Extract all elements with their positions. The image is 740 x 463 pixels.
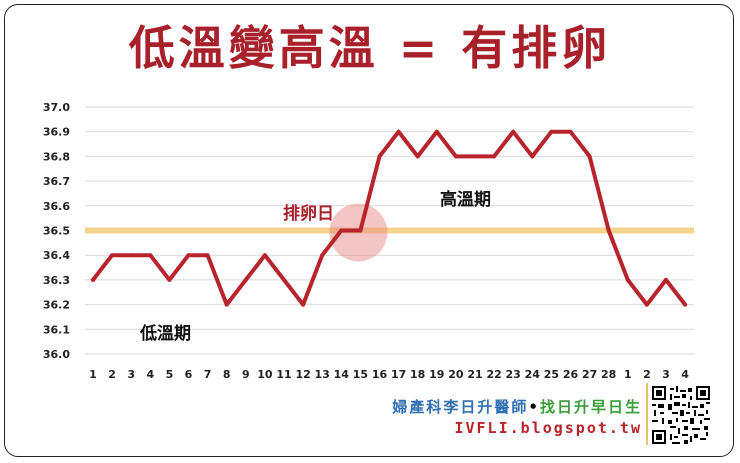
credit-slogan: 找日升早日生	[539, 398, 642, 416]
data-point	[606, 228, 611, 233]
x-tick-label: 11	[276, 368, 291, 381]
x-tick-label: 4	[681, 368, 689, 381]
y-tick-label: 36.0	[43, 348, 70, 361]
x-tick-label: 13	[315, 368, 330, 381]
data-point	[511, 129, 516, 134]
x-tick-labels: 1 2 3 4 5 6 7 8 9 10 11 12 13 14 15 16 17 18 19 20 21 22 23 24 2…	[89, 368, 689, 381]
data-point	[224, 302, 229, 307]
data-point	[262, 253, 267, 258]
data-point	[664, 277, 668, 282]
data-point	[339, 228, 344, 233]
data-point	[549, 129, 554, 134]
x-tick-label: 19	[429, 368, 444, 381]
data-point	[129, 253, 134, 258]
data-point	[301, 302, 306, 307]
doctor-credit: 婦產科李日升醫師•找日升早日生	[392, 396, 642, 417]
data-point	[358, 228, 363, 233]
data-point	[205, 253, 210, 258]
x-tick-label: 23	[506, 368, 521, 381]
x-tick-label: 9	[242, 368, 250, 381]
data-point	[568, 129, 573, 134]
data-point	[377, 154, 382, 159]
high-phase-label: 高溫期	[440, 189, 491, 210]
data-point	[492, 154, 497, 159]
x-tick-label: 7	[204, 368, 212, 381]
x-tick-label: 16	[372, 368, 388, 381]
x-tick-label: 8	[223, 368, 231, 381]
x-tick-label: 26	[563, 368, 579, 381]
data-point	[434, 129, 439, 134]
y-tick-label: 36.9	[43, 126, 70, 139]
y-tick-label: 36.6	[43, 200, 70, 213]
x-tick-label: 4	[146, 368, 154, 381]
data-point	[530, 154, 535, 159]
data-point	[110, 253, 115, 258]
data-point	[396, 129, 401, 134]
y-tick-label: 36.5	[43, 225, 70, 238]
data-point	[683, 302, 688, 307]
x-tick-label: 1	[89, 368, 97, 381]
x-tick-label: 27	[582, 368, 597, 381]
annotation-labels: 排卵日 高溫期 低溫期	[139, 189, 491, 344]
y-tick-label: 36.8	[43, 150, 70, 163]
x-tick-label: 20	[448, 368, 464, 381]
data-point	[186, 253, 191, 258]
y-tick-label: 36.7	[43, 175, 70, 188]
data-point	[243, 277, 248, 282]
data-point	[415, 154, 420, 159]
credit-divider	[646, 383, 648, 445]
x-tick-label: 25	[544, 368, 559, 381]
x-tick-label: 28	[601, 368, 616, 381]
qr-code-icon[interactable]	[652, 386, 710, 444]
x-tick-label: 12	[295, 368, 310, 381]
chart-title: 低溫變高溫 = 有排卵	[128, 21, 612, 75]
x-tick-label: 6	[185, 368, 193, 381]
data-point	[644, 302, 649, 307]
data-point	[91, 277, 95, 282]
data-point	[473, 154, 477, 159]
data-point	[587, 154, 592, 159]
y-tick-labels: 36.0 36.1 36.2 36.3 36.4 36.5 36.6 36.7 36.8 36.9…	[43, 101, 70, 361]
data-point	[148, 253, 153, 258]
x-tick-label: 18	[410, 368, 425, 381]
card-frame	[4, 4, 734, 457]
x-tick-label: 5	[166, 368, 174, 381]
y-tick-label: 36.3	[43, 274, 70, 287]
y-tick-label: 36.2	[43, 299, 70, 312]
blog-url[interactable]: IVFLI.blogspot.tw	[454, 419, 642, 437]
data-point	[625, 277, 630, 282]
credit-doctor-name: 婦產科李日升醫師	[392, 398, 529, 416]
y-tick-label: 36.4	[43, 249, 70, 262]
x-tick-label: 22	[486, 368, 501, 381]
low-phase-label: 低溫期	[139, 323, 191, 344]
data-point	[320, 253, 325, 258]
x-tick-label: 15	[353, 368, 368, 381]
temperature-series	[91, 129, 688, 307]
data-point	[282, 277, 286, 282]
ovulation-day-label: 排卵日	[283, 203, 334, 224]
x-tick-label: 24	[525, 368, 541, 381]
credit-dot: •	[528, 398, 540, 416]
x-tick-label: 21	[467, 368, 482, 381]
x-tick-label: 3	[127, 368, 135, 381]
data-point	[453, 154, 458, 159]
y-tick-label: 36.1	[43, 323, 70, 336]
x-tick-label: 3	[662, 368, 670, 381]
temperature-line	[91, 129, 688, 307]
data-point	[167, 277, 172, 282]
x-tick-label: 1	[624, 368, 632, 381]
x-tick-label: 17	[391, 368, 406, 381]
x-tick-label: 2	[108, 368, 116, 381]
x-tick-label: 2	[643, 368, 651, 381]
x-tick-label: 10	[257, 368, 273, 381]
x-tick-label: 14	[334, 368, 350, 381]
y-tick-label: 37.0	[43, 101, 70, 114]
